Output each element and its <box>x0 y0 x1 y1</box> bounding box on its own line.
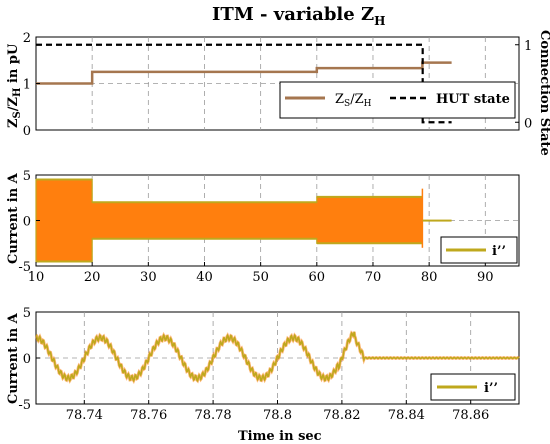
panel3-legend: i’’ <box>430 373 516 401</box>
panel2-xtick-label-7: 80 <box>421 270 438 285</box>
panel1-ytick-label-0: 0 <box>23 124 31 139</box>
panel2-xtick-label-0: 10 <box>28 270 45 285</box>
panel-impedance: 012 01 ZS/ZH in pU Connection State ZS/Z… <box>6 30 550 156</box>
panel2-xtick-label-3: 40 <box>196 270 213 285</box>
panel3-x-ticks: 78.74 78.76 78.78 78.8 78.82 78.84 78.86 <box>66 400 489 423</box>
panel2-ytick-label-0: -5 <box>18 260 31 275</box>
panel1-y2-ticks: 01 <box>515 39 532 131</box>
panel-zoom-current: -505 78.74 78.76 78.78 78.8 78.82 78.84 78.86 … <box>6 306 520 444</box>
panel3-y-ticks: -5 0 5 <box>18 306 40 413</box>
legend-text-i2-zoom: i’’ <box>484 381 498 396</box>
panel3-xtick-label-5: 78.84 <box>388 408 425 423</box>
panel3-x-label: Time in sec <box>238 429 322 444</box>
panel2-xtick-label-2: 30 <box>140 270 157 285</box>
legend-text-hut-state: HUT state <box>436 92 510 107</box>
panel2-ytick-label-1: 0 <box>23 215 31 230</box>
panel1-y2tick-label-1: 1 <box>524 39 532 54</box>
panel3-xtick-label-3: 78.8 <box>263 408 292 423</box>
panel1-legend: ZS/ZH HUT state <box>279 81 516 119</box>
panel2-xtick-label-5: 60 <box>309 270 326 285</box>
panel2-xtick-label-6: 70 <box>365 270 382 285</box>
panel1-legend-box <box>279 81 516 119</box>
panel2-xtick-label-8: 90 <box>477 270 494 285</box>
panel1-y-label: ZS/ZH in pU <box>6 43 23 128</box>
panel2-y-label: Current in A <box>6 172 21 264</box>
panel3-xtick-label-6: 78.86 <box>452 408 489 423</box>
panel2-xtick-label-4: 50 <box>252 270 269 285</box>
panel3-ytick-label-1: 0 <box>23 352 31 367</box>
panel2-legend: i’’ <box>440 236 518 264</box>
panel2-ytick-label-2: 5 <box>23 169 31 184</box>
panel2-xtick-label-1: 20 <box>84 270 101 285</box>
panel-overview-current: -5 0 5 10 20 30 40 50 60 70 80 90 Current in A i’’ <box>6 169 520 285</box>
panel1-y-ticks: 0 1 2 <box>23 31 40 139</box>
panel3-xtick-label-4: 78.82 <box>323 408 360 423</box>
current-tail <box>422 219 452 222</box>
panel2-series <box>35 178 452 263</box>
panel2-x-ticks: 10 20 30 40 50 60 70 80 90 <box>28 262 494 285</box>
panel3-y-label: Current in A <box>6 312 21 404</box>
panel1-y2-label: Connection State <box>537 30 550 156</box>
panel1-ytick-label-2: 2 <box>23 31 31 46</box>
legend-text-i2: i’’ <box>492 244 506 259</box>
panel1-ytick-label-1: 1 <box>23 78 31 93</box>
panel3-xtick-label-2: 78.78 <box>194 408 231 423</box>
panel3-xtick-label-0: 78.74 <box>66 408 103 423</box>
current-waveform-line <box>35 331 520 383</box>
panel3-ytick-label-2: 5 <box>23 306 31 321</box>
panel1-y2tick-label-0: 0 <box>524 116 532 131</box>
chart-title: ITM - variable ZH <box>212 4 385 28</box>
panel3-series <box>35 330 520 385</box>
panel3-xtick-label-1: 78.76 <box>130 408 167 423</box>
legend-text-zs-zh: ZS/ZH <box>335 92 372 109</box>
panel2-y-ticks: -5 0 5 <box>18 169 40 275</box>
panel3-ytick-label-0: -5 <box>18 398 31 413</box>
